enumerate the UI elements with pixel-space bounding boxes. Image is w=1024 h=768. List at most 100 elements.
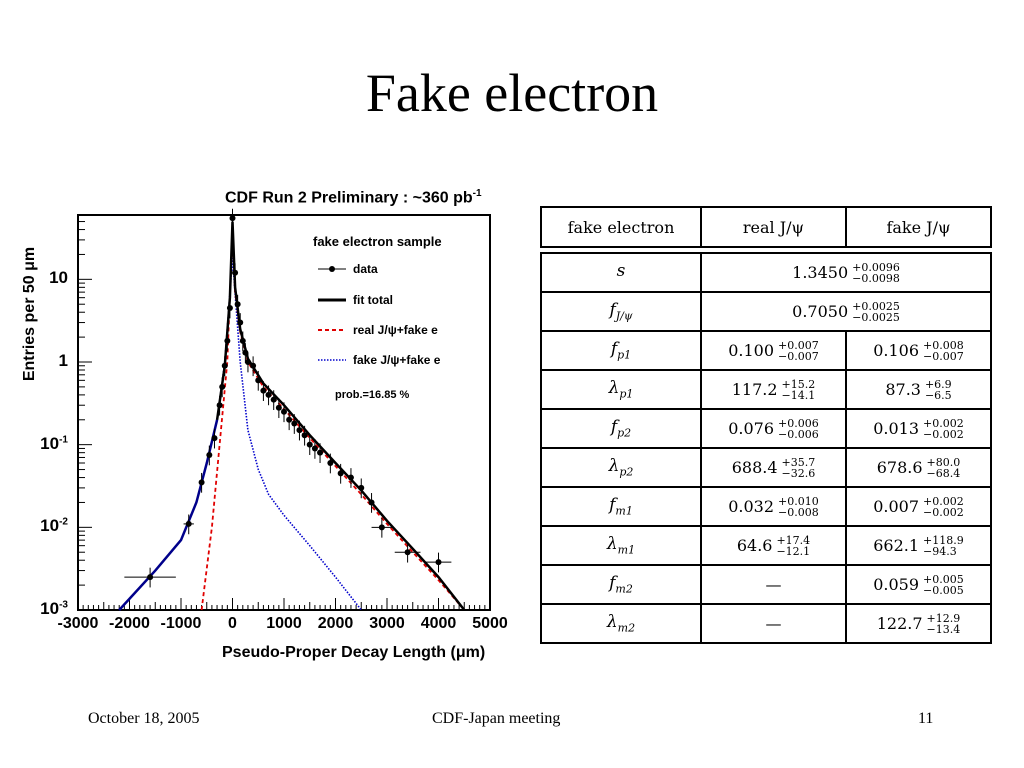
error-down: −0.0025 — [852, 310, 900, 324]
legend-data-marker — [329, 266, 335, 272]
empty-dash: — — [765, 575, 782, 594]
value: 117.2 — [731, 380, 778, 399]
error-bounds: +118.9 −94.3 — [923, 535, 964, 557]
real-value-cell: 688.4 +35.7 −32.6 — [700, 447, 847, 488]
param-name-cell: λp1 — [540, 369, 702, 410]
x-tick-label: 0 — [228, 615, 237, 632]
value: 662.1 — [873, 536, 920, 555]
value: 678.6 — [876, 458, 923, 477]
error-bounds: +0.005 −0.005 — [923, 574, 964, 596]
param-subscript: p2 — [619, 465, 634, 479]
real-value-cell: 0.100 +0.007 −0.007 — [700, 330, 847, 371]
error-up: +15.2 — [781, 377, 816, 391]
param-name-cell: λm2 — [540, 603, 702, 644]
data-point — [311, 445, 318, 452]
fake-value-cell: 122.7 +12.9 −13.4 — [845, 603, 992, 644]
error-up: +12.9 — [926, 611, 961, 625]
data-point — [275, 404, 282, 411]
fake-value-cell: 662.1 +118.9 −94.3 — [845, 525, 992, 566]
param-name-cell: fp1 — [540, 330, 702, 371]
real-value-cell: 1.3450 +0.0096 −0.0098 — [700, 252, 992, 293]
error-bounds: +15.2 −14.1 — [782, 379, 816, 401]
error-bounds: +0.0025 −0.0025 — [852, 301, 900, 323]
fake-value-cell: 0.106 +0.008 −0.007 — [845, 330, 992, 371]
real-value-cell: 0.032 +0.010 −0.008 — [700, 486, 847, 527]
error-up: +0.002 — [923, 494, 964, 508]
error-down: −0.005 — [923, 583, 964, 597]
data-point — [147, 574, 154, 581]
param-symbol: f — [609, 573, 616, 594]
error-down: −14.1 — [781, 388, 816, 402]
fit-parameter-table: fake electron real J/ψ fake J/ψ s 1.3450 +… — [540, 206, 992, 644]
y-tick-exp: -2 — [59, 516, 68, 528]
data-point — [265, 391, 272, 398]
error-bounds: +0.002 −0.002 — [923, 418, 964, 440]
error-down: −68.4 — [926, 466, 961, 480]
legend-real-label: real J/ψ+fake e — [353, 323, 438, 337]
param-name-cell: fm1 — [540, 486, 702, 527]
y-tick-label: 1 — [59, 351, 68, 371]
x-tick-label: -1000 — [160, 615, 202, 632]
param-subscript: m1 — [617, 543, 636, 557]
param-symbol: λ — [608, 456, 620, 477]
legend-title: fake electron sample — [313, 234, 442, 249]
data-point — [239, 337, 246, 344]
header-real-jpsi: real J/ψ — [700, 206, 847, 248]
table-row: fm1 0.032 +0.010 −0.008 0.007 +0.002 −0.002 — [540, 486, 992, 527]
error-up: +35.7 — [781, 455, 816, 469]
fake-value-cell: 0.059 +0.005 −0.005 — [845, 564, 992, 605]
table-row: λm2 — 122.7 +12.9 −13.4 — [540, 603, 992, 644]
real-value-cell: 117.2 +15.2 −14.1 — [700, 369, 847, 410]
real-value-cell: 64.6 +17.4 −12.1 — [700, 525, 847, 566]
error-up: +17.4 — [776, 533, 811, 547]
data-point — [347, 474, 354, 481]
value: 0.032 — [728, 497, 775, 516]
data-point — [301, 432, 308, 439]
fake-value-cell: 0.007 +0.002 −0.002 — [845, 486, 992, 527]
data-point — [358, 484, 365, 491]
plot-title-sup: -1 — [472, 188, 482, 199]
param-symbol: f — [610, 339, 618, 360]
x-tick-label: 5000 — [472, 615, 508, 632]
table-row: s 1.3450 +0.0096 −0.0098 — [540, 252, 992, 293]
y-tick-label: 10-2 — [40, 516, 68, 536]
table-row: fm2 — 0.059 +0.005 −0.005 — [540, 564, 992, 605]
series-fake-jpsi-curve — [118, 258, 362, 611]
param-subscript: p1 — [619, 387, 634, 401]
table-row: fp1 0.100 +0.007 −0.007 0.106 +0.008 −0.007 — [540, 330, 992, 371]
data-point — [226, 304, 233, 311]
data-point — [291, 420, 298, 427]
error-bounds: +0.006 −0.006 — [778, 418, 819, 440]
x-tick-label: 1000 — [266, 615, 302, 632]
value: 688.4 — [731, 458, 778, 477]
error-up: +0.007 — [778, 338, 819, 352]
y-tick-base: 1 — [58, 350, 68, 370]
error-bounds: +35.7 −32.6 — [782, 457, 816, 479]
error-up: +0.002 — [923, 416, 964, 430]
x-tick-label: 4000 — [420, 615, 457, 632]
data-point — [270, 396, 277, 403]
error-down: −94.3 — [923, 544, 957, 558]
data-point — [224, 337, 231, 344]
param-subscript: m2 — [617, 621, 636, 635]
plot-title: CDF Run 2 Preliminary : ~360 pb-1 — [225, 188, 482, 207]
legend-fit-label: fit total — [353, 293, 393, 307]
data-point — [242, 349, 249, 356]
error-bounds: +0.010 −0.008 — [778, 496, 819, 518]
param-symbol: λ — [606, 612, 618, 633]
data-point — [232, 269, 239, 276]
error-down: −0.0098 — [852, 271, 900, 285]
slide-title: Fake electron — [365, 63, 659, 123]
real-value-cell: 0.076 +0.006 −0.006 — [700, 408, 847, 449]
table-body: s 1.3450 +0.0096 −0.0098 fJ/ψ 0.7050 +0.0025 −0… — [540, 252, 992, 644]
value: 0.007 — [873, 497, 920, 516]
param-subscript: m1 — [615, 504, 633, 518]
y-tick-base: 10 — [40, 599, 60, 618]
table-gap — [541, 246, 991, 254]
data-point — [327, 460, 334, 467]
series-fit-total-left — [118, 419, 219, 611]
value: 64.6 — [736, 536, 773, 555]
y-tick-base: 10 — [40, 516, 60, 536]
data-point — [219, 383, 226, 390]
error-bounds: +0.002 −0.002 — [923, 496, 964, 518]
